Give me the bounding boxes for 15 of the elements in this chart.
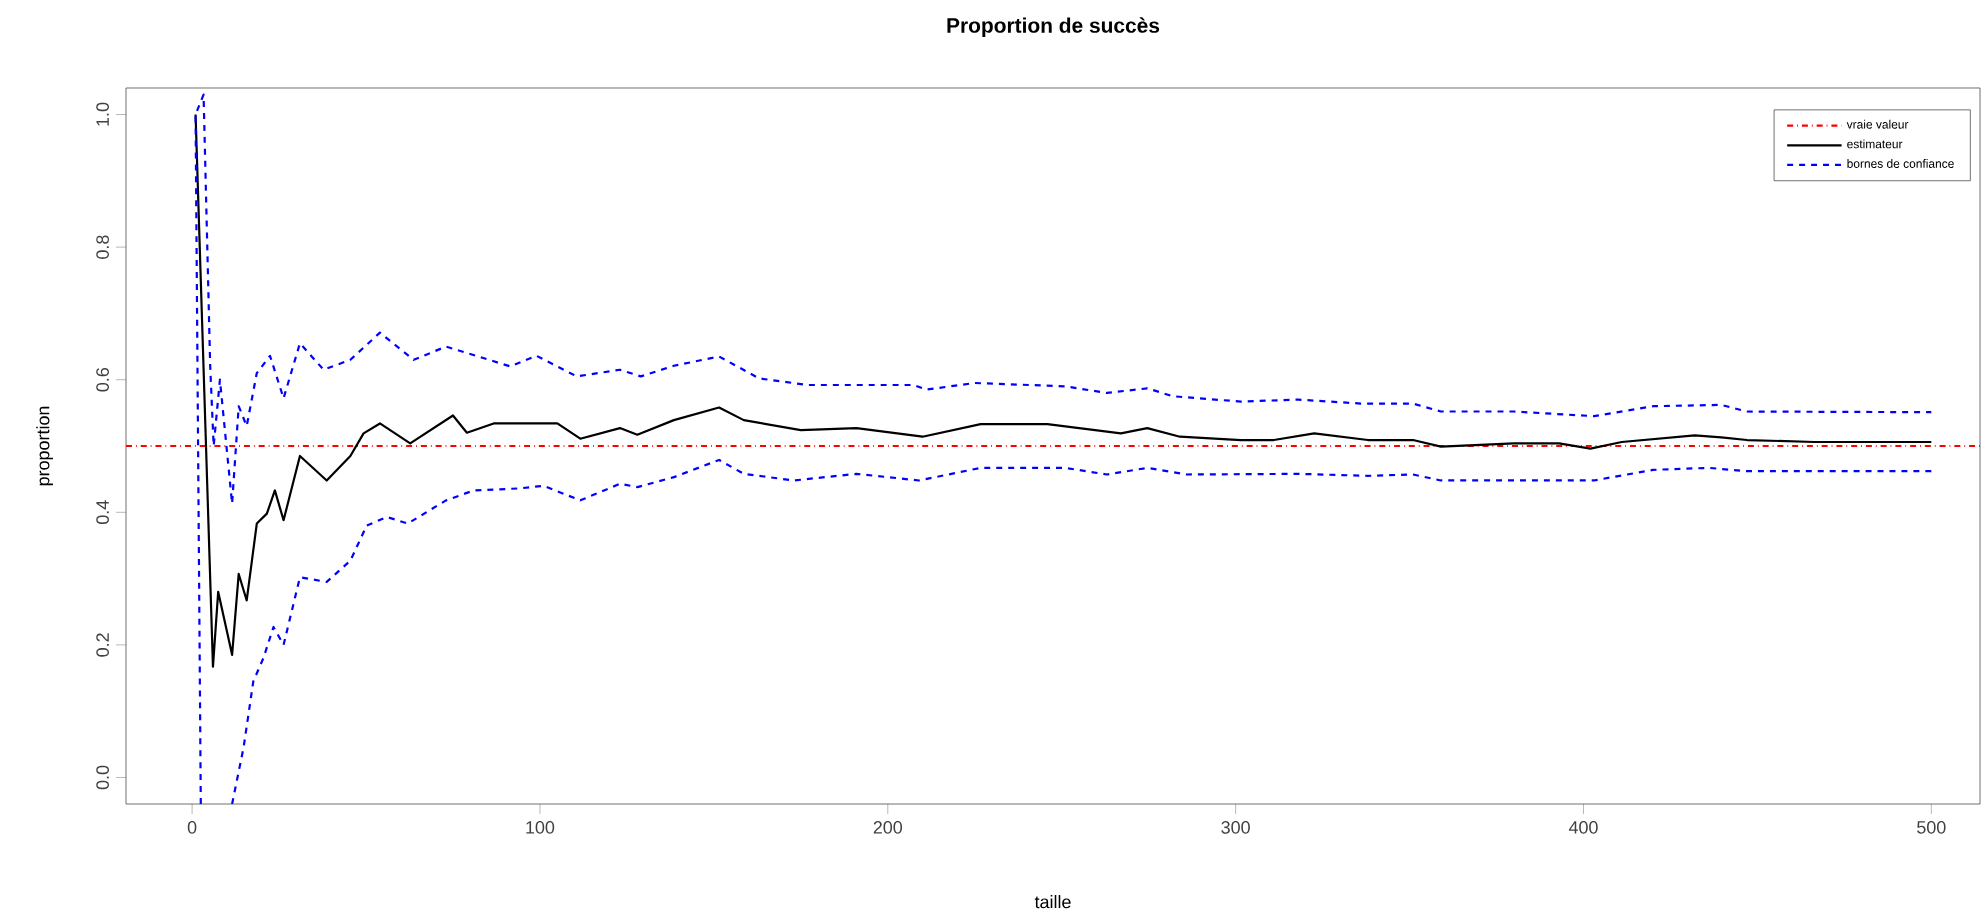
x-tick-label: 300 [1221,821,1250,834]
y-tick-label: 0.6 [96,368,109,392]
x-tick-label: 500 [1917,821,1946,834]
x-tick-label: 100 [526,821,555,834]
y-tick-label: 0.2 [96,633,109,657]
y-axis-title: proportion [36,406,53,486]
y-tick-label: 0.8 [96,235,109,259]
x-axis-title: taille [1034,895,1071,909]
x-tick-label: 200 [873,821,903,834]
y-tick-label: 0.4 [96,500,109,525]
x-tick-label: 400 [1568,821,1598,834]
y-tick-label: 0.0 [96,765,109,790]
y-tick-label: 1.0 [96,102,109,126]
chart-title: Proportion de succès [947,17,1160,37]
x-tick-label: 0 [187,821,197,834]
